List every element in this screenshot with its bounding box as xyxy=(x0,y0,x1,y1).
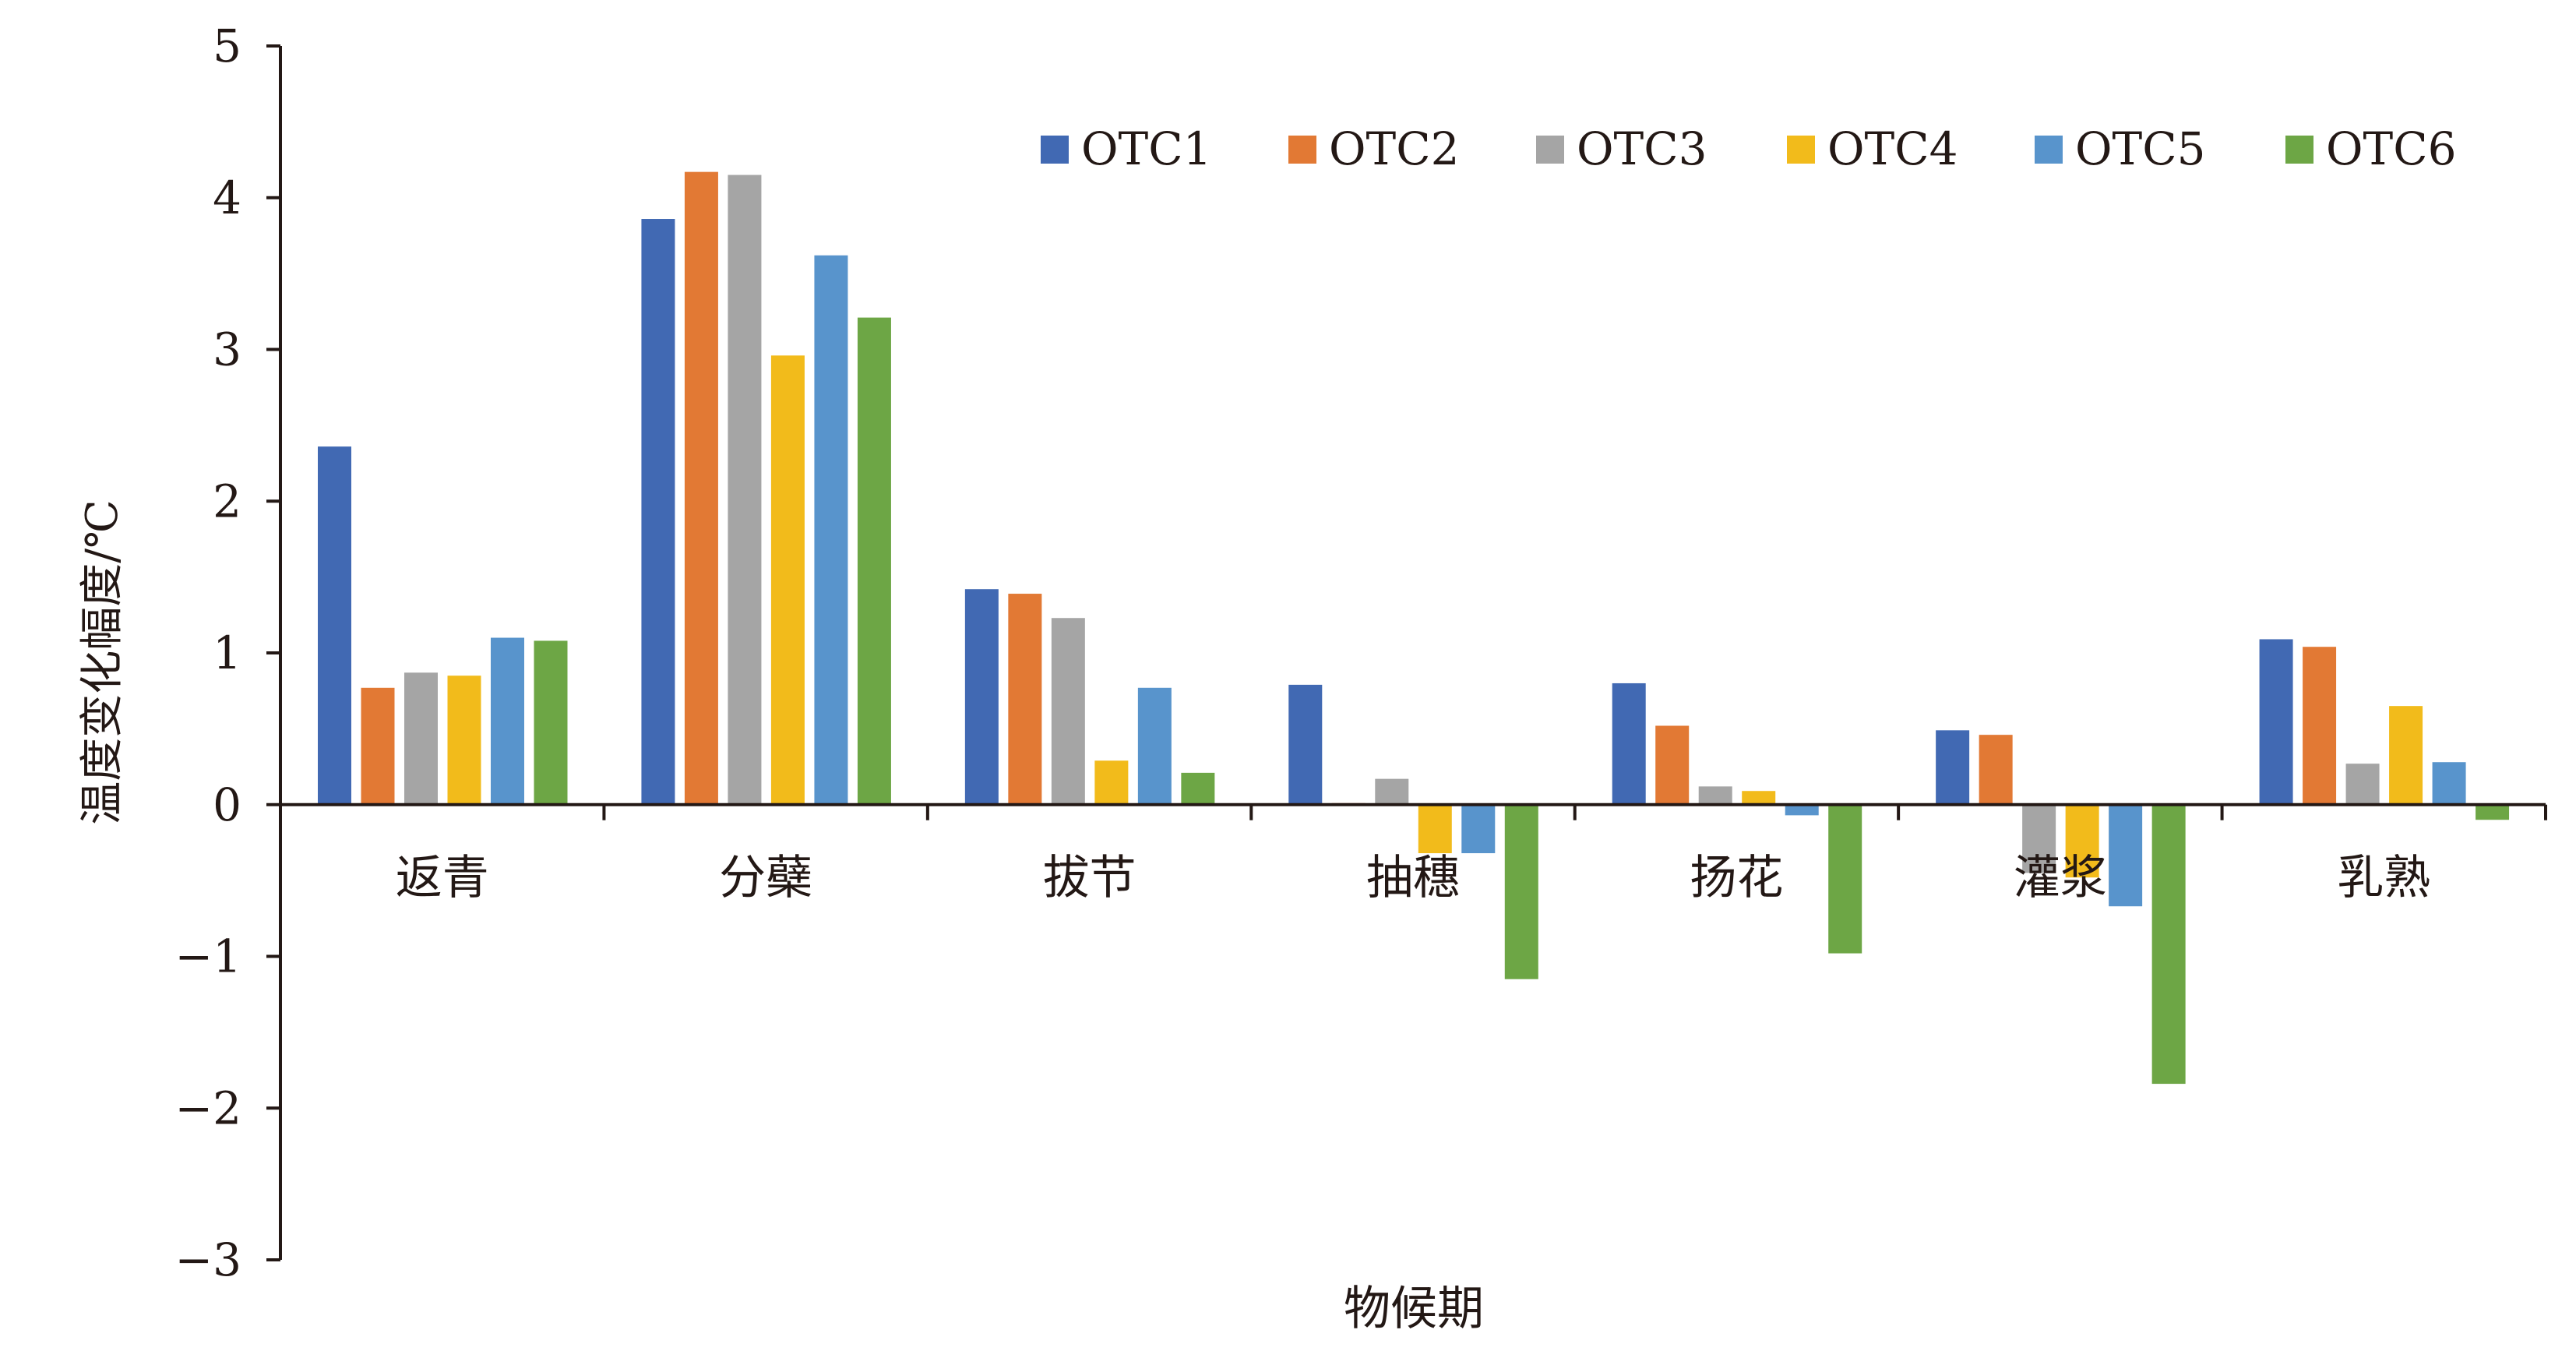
y-tick-label: −1 xyxy=(175,930,242,983)
legend-swatch xyxy=(2035,136,2063,164)
legend: OTC1 OTC2 OTC3 OTC4 OTC5 OTC6 xyxy=(1041,122,2457,175)
legend-item-otc4: OTC4 xyxy=(1787,122,1958,175)
bar-otc3-1 xyxy=(728,175,762,805)
bar-otc5-5 xyxy=(2109,804,2143,907)
bar-otc3-2 xyxy=(1051,618,1085,805)
bar-otc4-4 xyxy=(1742,791,1776,805)
bar-otc5-4 xyxy=(1785,804,1819,816)
bar-otc6-2 xyxy=(1181,772,1215,805)
bar-otc2-5 xyxy=(1979,735,2013,805)
legend-item-otc6: OTC6 xyxy=(2285,122,2457,175)
bar-otc4-1 xyxy=(770,355,805,805)
bar-otc4-5 xyxy=(2065,804,2099,878)
bar-otc1-5 xyxy=(1936,730,1970,805)
bar-otc6-3 xyxy=(1504,804,1538,979)
bar-otc6-6 xyxy=(2476,804,2510,820)
bar-otc5-1 xyxy=(814,255,848,805)
bar-otc1-4 xyxy=(1612,683,1646,805)
legend-item-otc3: OTC3 xyxy=(1536,122,1707,175)
bar-otc3-3 xyxy=(1375,778,1409,805)
bar-otc2-6 xyxy=(2303,647,2337,805)
y-tick-label: 5 xyxy=(213,19,241,72)
bar-otc1-0 xyxy=(318,446,351,805)
bar-otc2-2 xyxy=(1008,594,1042,805)
x-tick-label: 分蘗 xyxy=(719,851,812,905)
legend-label: OTC1 xyxy=(1081,122,1212,175)
bar-otc4-0 xyxy=(447,676,481,805)
legend-item-otc2: OTC2 xyxy=(1288,122,1460,175)
x-axis-label: 物候期 xyxy=(1344,1282,1484,1336)
bar-otc1-1 xyxy=(641,219,675,805)
bar-otc5-0 xyxy=(491,637,524,805)
bar-otc2-4 xyxy=(1655,725,1690,805)
y-axis-label: 温度变化幅度/℃ xyxy=(77,499,128,825)
x-tick-label: 灌浆 xyxy=(2014,851,2107,905)
bar-otc3-5 xyxy=(2022,804,2056,873)
legend-label: OTC3 xyxy=(1577,122,1707,175)
y-tick-label: −2 xyxy=(175,1081,242,1134)
legend-swatch xyxy=(2285,136,2313,164)
bar-otc3-6 xyxy=(2345,764,2380,805)
y-tick-label: 4 xyxy=(213,171,241,224)
legend-swatch xyxy=(1787,136,1815,164)
legend-label: OTC2 xyxy=(1329,122,1460,175)
bar-otc2-1 xyxy=(684,171,718,805)
x-tick-label: 拔节 xyxy=(1043,851,1136,905)
axes-layer xyxy=(266,44,2547,1261)
legend-item-otc1: OTC1 xyxy=(1041,122,1212,175)
legend-swatch xyxy=(1288,136,1316,164)
bar-otc5-3 xyxy=(1461,804,1496,854)
y-tick-label: 2 xyxy=(213,474,241,527)
legend-label: OTC4 xyxy=(1827,122,1958,175)
bar-otc6-0 xyxy=(534,640,568,805)
y-tick-label: 3 xyxy=(213,323,241,376)
tick-labels-layer: 5 4 3 2 1 0 −1 −2 −3 返青 分蘗 拔节 抽穗 扬花 灌浆 乳熟 xyxy=(175,19,2431,1286)
bar-otc4-3 xyxy=(1418,804,1452,854)
bar-otc1-3 xyxy=(1288,684,1323,805)
legend-label: OTC6 xyxy=(2326,122,2457,175)
y-tick-label: 1 xyxy=(213,626,241,679)
bar-otc6-1 xyxy=(857,317,891,805)
x-tick-label: 乳熟 xyxy=(2337,851,2430,905)
bar-otc1-2 xyxy=(964,589,999,805)
y-tick-label: 0 xyxy=(213,778,241,831)
x-tick-label: 扬花 xyxy=(1690,851,1783,905)
bar-otc4-2 xyxy=(1094,760,1129,805)
bar-otc1-6 xyxy=(2259,639,2293,805)
bar-otc4-6 xyxy=(2389,706,2423,805)
bar-otc3-0 xyxy=(404,672,438,805)
x-tick-label: 抽穗 xyxy=(1366,851,1460,905)
x-tick-label: 返青 xyxy=(396,851,489,905)
legend-item-otc5: OTC5 xyxy=(2035,122,2206,175)
bar-otc5-6 xyxy=(2432,762,2466,805)
bar-otc6-4 xyxy=(1828,804,1862,954)
bar-otc5-2 xyxy=(1137,687,1172,805)
y-tick-label: −3 xyxy=(175,1233,242,1286)
legend-label: OTC5 xyxy=(2075,122,2206,175)
bar-otc2-0 xyxy=(361,687,395,805)
legend-swatch xyxy=(1536,136,1564,164)
bar-otc3-4 xyxy=(1698,786,1732,805)
legend-swatch xyxy=(1041,136,1069,164)
bar-otc6-5 xyxy=(2151,804,2186,1085)
bars-layer xyxy=(318,171,2510,1085)
